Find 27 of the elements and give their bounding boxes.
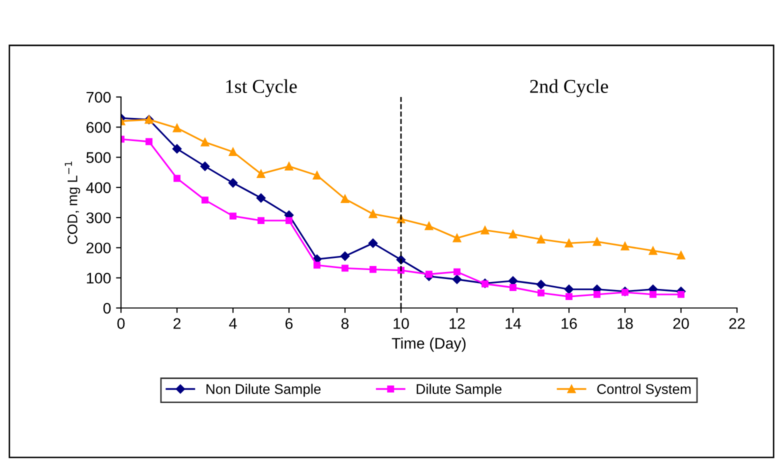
x-tick-label: 8 (341, 318, 349, 329)
y-axis-title: COD, mg L$^{−1}$ (64, 162, 80, 244)
y-tick-label: 0 (103, 302, 111, 314)
x-tick-label: 4 (229, 318, 237, 329)
y-tick-label: 700 (86, 92, 111, 103)
x-tick-label: 6 (286, 318, 293, 329)
legend-label: Non Dilute Sample (206, 384, 321, 397)
text: 1st Cycle (226, 79, 297, 97)
y-tick-label: 200 (86, 242, 111, 254)
x-tick-label: 18 (618, 318, 633, 329)
y-tick-label: 500 (86, 152, 111, 163)
x-tick-label: 0 (117, 318, 125, 329)
legend-label: Dilute Sample (416, 384, 502, 397)
y-tick-label: 600 (86, 122, 111, 133)
x-tick-label: 14 (506, 318, 522, 329)
y-tick-label: 100 (86, 272, 111, 284)
text: 2nd Cycle (530, 79, 608, 97)
x-axis-title: Time (Day) (392, 338, 466, 352)
x-tick-label: 16 (562, 318, 577, 329)
x-tick-label: 10 (394, 318, 409, 329)
y-tick-label: 400 (86, 182, 111, 194)
legend-label: Control System (597, 384, 691, 397)
x-tick-label: 20 (673, 318, 689, 329)
x-tick-label: 2 (174, 318, 180, 329)
x-tick-label: 12 (450, 318, 465, 329)
x-tick-label: 22 (729, 318, 745, 329)
y-tick-label: 300 (86, 212, 111, 224)
